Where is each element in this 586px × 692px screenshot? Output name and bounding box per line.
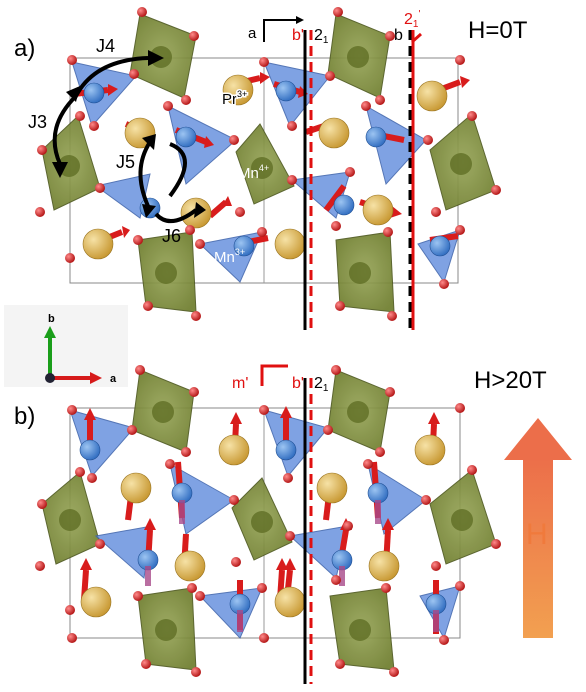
a-glide-arrowhead xyxy=(296,16,304,24)
field-arrow-shaft xyxy=(523,456,553,638)
field-h-label: H xyxy=(526,518,548,551)
crystal-axes-indicator: b a xyxy=(4,305,128,387)
mprime-label: m' xyxy=(232,375,248,392)
mn-ions-b xyxy=(79,439,447,615)
panel-b-labels: b) H>20T m' b' 21 H xyxy=(14,367,548,551)
axis-origin xyxy=(45,373,55,383)
panel-a-labels: a) H=0T a b' 21 b 21' J4 J3 J5 J6 Pr3+ M… xyxy=(14,9,528,266)
mprime-mirror-symbol xyxy=(260,364,288,386)
field-h20: H>20T xyxy=(474,367,547,394)
spin-arrowheads-a xyxy=(108,72,470,238)
panel-b xyxy=(35,364,572,684)
axis-b-arrowhead xyxy=(44,326,56,338)
j4-label: J4 xyxy=(96,36,115,56)
pr-ions-b xyxy=(80,434,446,618)
j5-label: J5 xyxy=(116,152,135,172)
exchange-arrowheads xyxy=(52,50,206,218)
axis-a-text: a xyxy=(110,373,117,385)
screw-21-label-b: 21 xyxy=(314,375,329,394)
a-glide-symbol xyxy=(263,19,296,42)
field-arrow-head xyxy=(504,418,572,460)
screw-prime-tick xyxy=(411,32,422,44)
axis-b-label: b xyxy=(394,27,403,44)
octahedron-centers-a xyxy=(58,46,472,284)
pr-ions-a xyxy=(82,74,448,260)
oxygen-atoms-a xyxy=(35,7,501,321)
bprime-label-b: b' xyxy=(292,375,304,392)
oxygen-atoms-b xyxy=(35,365,501,677)
panel-b-label: b) xyxy=(14,403,35,430)
octahedron-centers-b xyxy=(59,401,473,641)
pr-ion-label: Pr3+ xyxy=(222,89,247,108)
screw-21-label-a: 21 xyxy=(314,27,329,46)
j6-label: J6 xyxy=(162,226,181,246)
panel-a xyxy=(35,7,501,330)
spins-b-tails xyxy=(145,500,439,632)
field-h0: H=0T xyxy=(468,17,528,44)
axis-a-arrowhead xyxy=(90,372,102,384)
screw-21prime-label: 21' xyxy=(404,9,420,30)
axis-b-text: b xyxy=(48,313,55,325)
bprime-label-a: b' xyxy=(292,27,304,44)
mn3-ion-label: Mn3+ xyxy=(214,247,245,266)
mn4-ion-label: Mn4+ xyxy=(238,163,269,182)
panel-a-label: a) xyxy=(14,35,35,62)
j3-label: J3 xyxy=(28,112,47,132)
axis-a-label: a xyxy=(248,25,257,42)
